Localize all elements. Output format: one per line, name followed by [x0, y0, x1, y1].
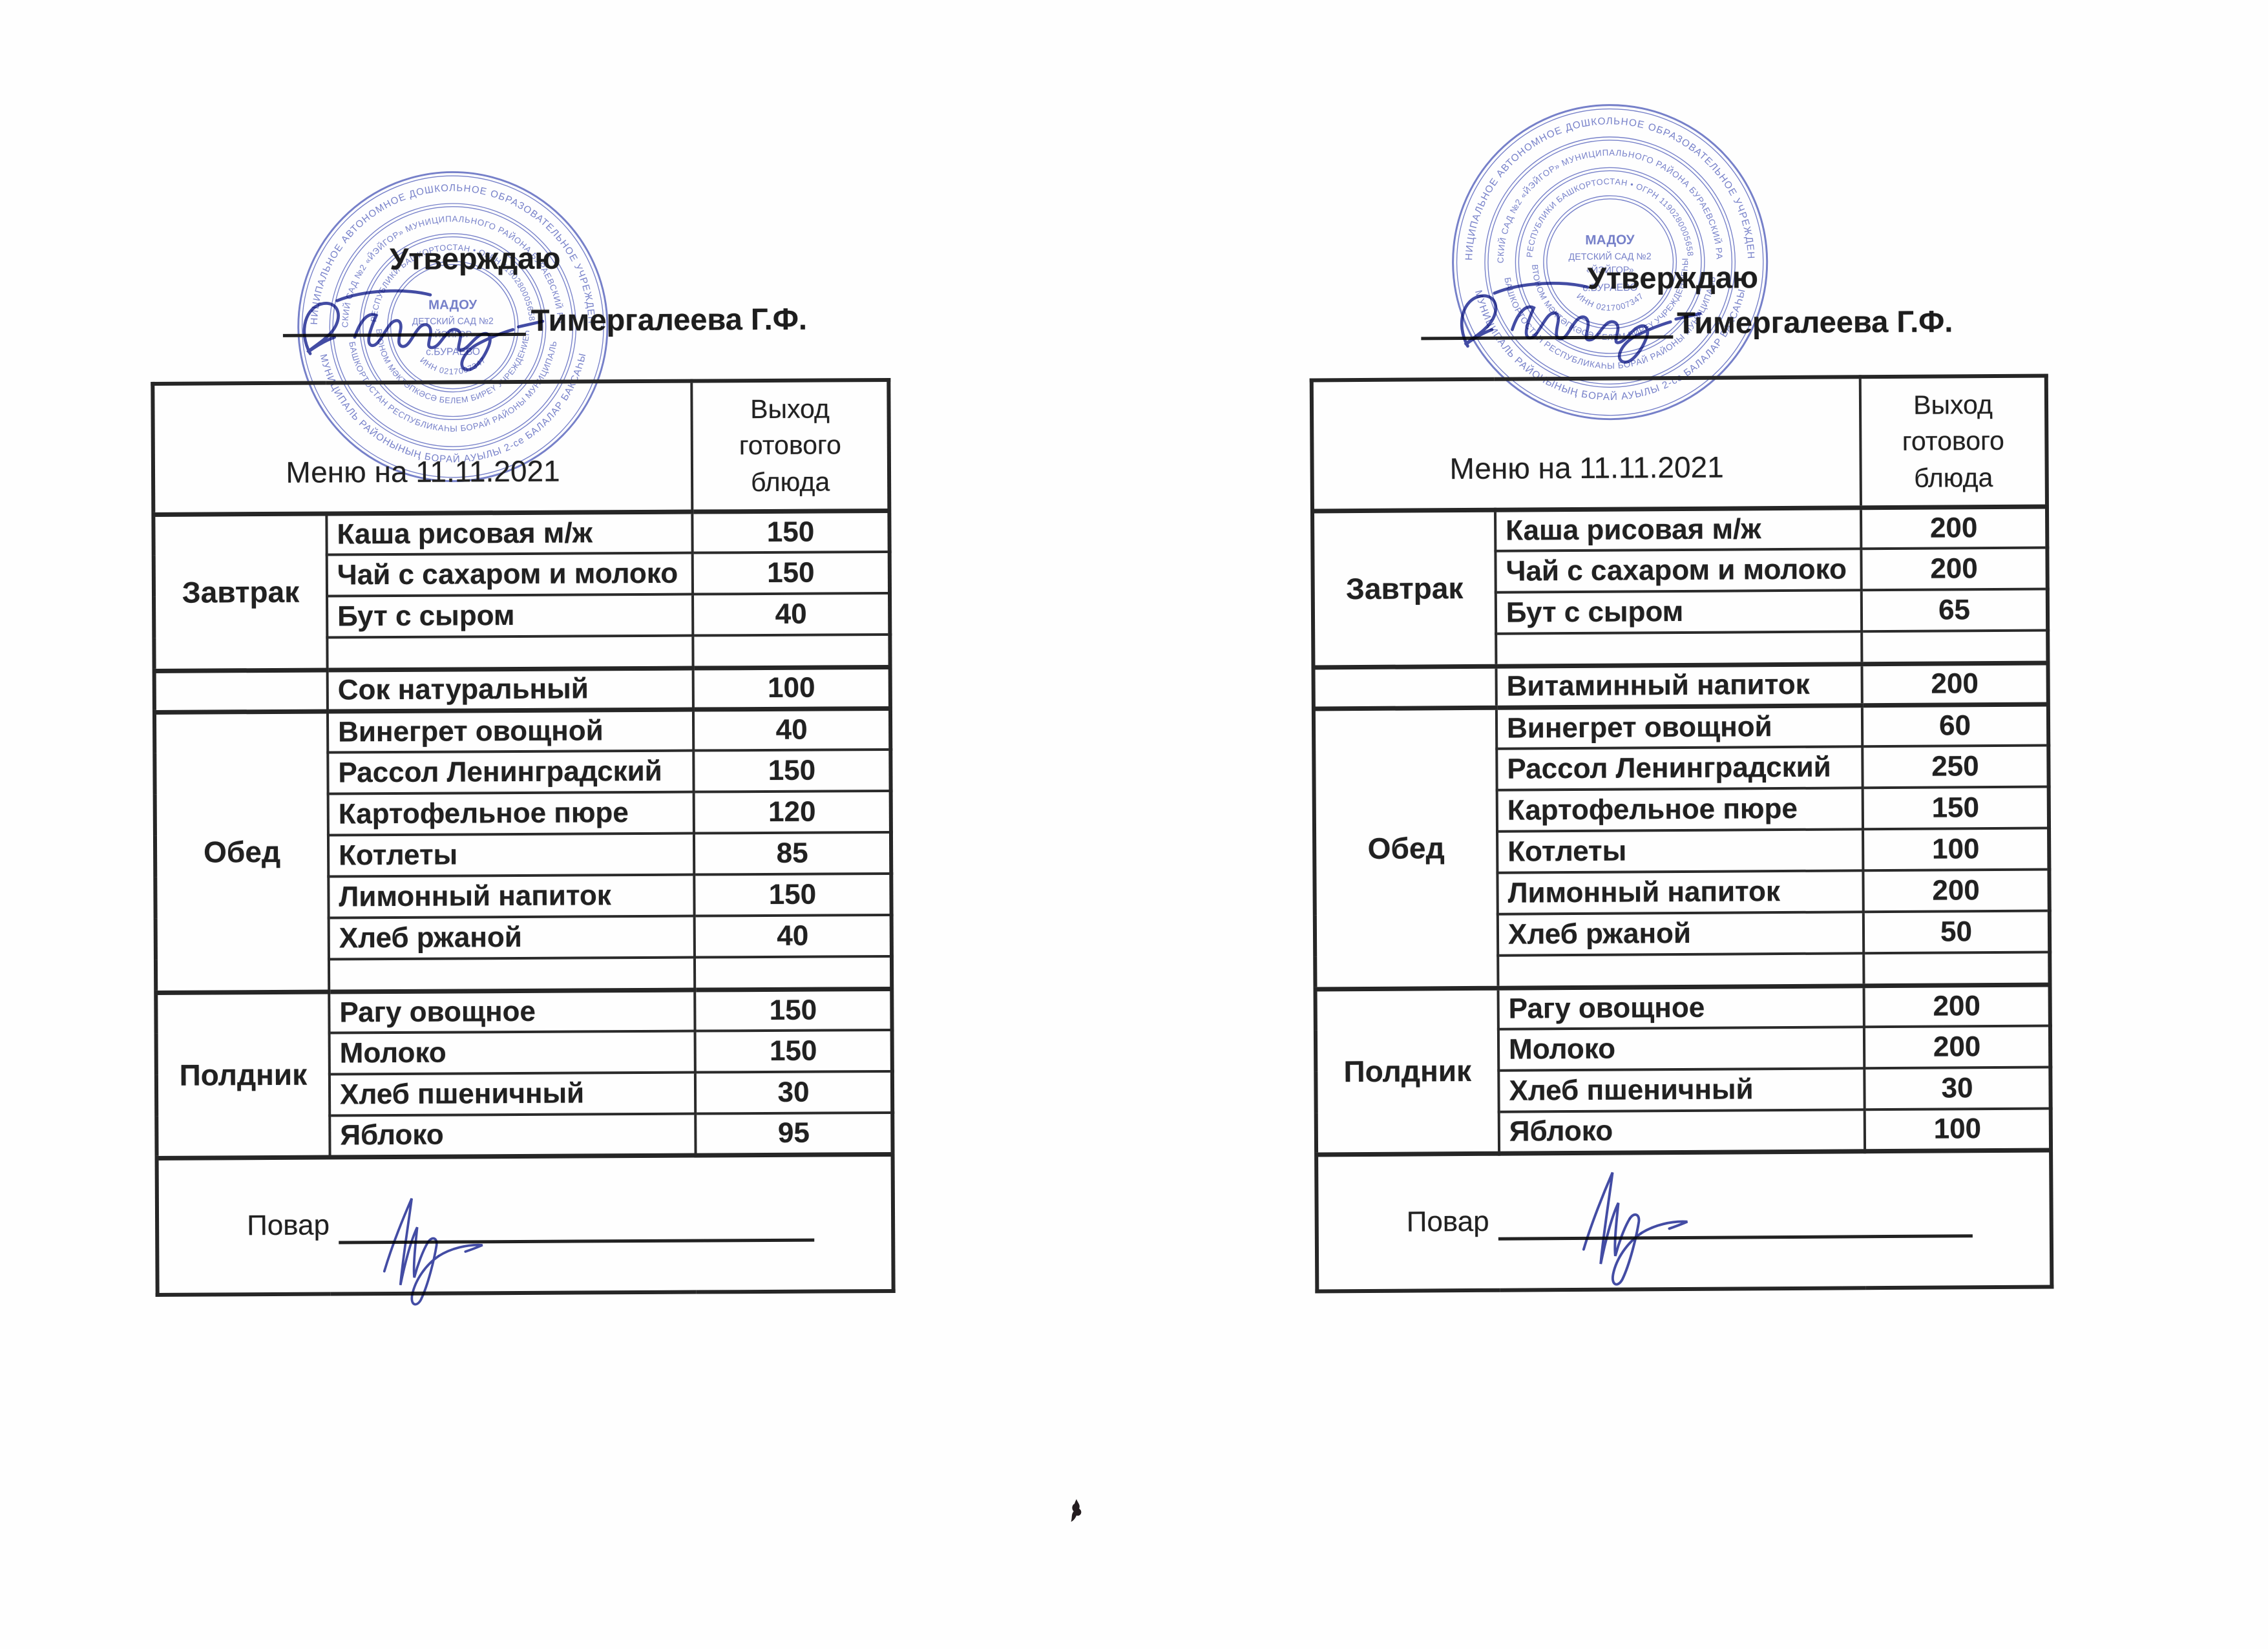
output-value-cell: 200 [1862, 662, 2048, 706]
output-value-cell: 150 [1862, 786, 2050, 830]
dish-cell: Котлеты [1497, 829, 1864, 873]
director-signature [1460, 282, 1702, 364]
output-value-cell: 100 [1864, 1108, 2052, 1151]
stamp-center-text: «ЙЭЙГОР» [430, 328, 477, 339]
output-value-cell: 65 [1861, 589, 2048, 632]
dish-cell: Чай с сахаром и молоко [1495, 549, 1862, 593]
output-header-cell: Выход готового блюда [1860, 375, 2047, 508]
dish-cell: Лимонный напиток [1497, 870, 1864, 914]
stamp-center-text: МАДОУ [1585, 233, 1635, 247]
official-round-stamp: МУНИЦИПАЛЬНОЕ АВТОНОМНОЕ ДОШКОЛЬНОЕ ОБРА… [1449, 101, 1769, 421]
cook-label: Повар [1406, 1206, 1489, 1238]
director-signature [302, 289, 545, 372]
output-value-cell: 200 [1861, 547, 2048, 591]
meal-category-cell: Завтрак [1312, 509, 1496, 667]
dish-cell: Картофельное пюре [1496, 788, 1864, 832]
dish-cell [1496, 631, 1862, 666]
stamp-center-text: МАДОУ [428, 298, 478, 312]
output-value-cell: 200 [1864, 984, 2050, 1027]
meal-category-cell [1313, 666, 1496, 709]
meal-category-cell: Обед [1313, 707, 1498, 989]
output-value-cell: 100 [1863, 828, 2050, 871]
dish-cell [1498, 953, 1864, 988]
output-value-cell [1864, 952, 2050, 986]
output-value-cell: 200 [1864, 1025, 2051, 1069]
dish-cell: Рассол Ленинградский [1496, 746, 1863, 790]
dish-cell: Каша рисовая м/ж [1495, 507, 1862, 551]
output-value-cell: 200 [1863, 869, 2050, 912]
menu-title-cell: Меню на 11.11.2021 [1311, 377, 1861, 511]
dish-cell: Витаминный напиток [1496, 664, 1862, 708]
output-value-cell: 250 [1862, 745, 2049, 788]
dish-cell: Молоко [1498, 1027, 1865, 1071]
output-value-cell: 50 [1863, 910, 2050, 954]
dish-cell: Яблоко [1498, 1109, 1865, 1153]
dish-cell: Бут с сыром [1495, 590, 1862, 634]
dish-cell: Хлеб пшеничный [1498, 1068, 1865, 1112]
stamp-center-text: «ЙЭЙГОР» [1586, 264, 1634, 275]
official-round-stamp: МУНИЦИПАЛЬНОЕ АВТОНОМНОЕ ДОШКОЛЬНОЕ ОБРА… [295, 169, 609, 483]
ink-speck [1071, 1499, 1082, 1522]
cook-signature [383, 1198, 483, 1306]
dish-cell: Рагу овощное [1498, 985, 1864, 1029]
dish-cell: Винегрет овощной [1496, 705, 1863, 749]
stamp-center-text: ДЕТСКИЙ САД №2 [412, 315, 494, 326]
output-value-cell: 30 [1864, 1067, 2051, 1110]
output-value-cell: 200 [1860, 506, 2048, 549]
output-value-cell: 60 [1862, 704, 2049, 747]
cook-signature [1582, 1171, 1688, 1286]
stamp-center-text: с.БУРАЕВО [1582, 282, 1637, 294]
meal-category-cell: Полдник [1315, 987, 1500, 1155]
dish-cell: Хлеб ржаной [1497, 912, 1864, 956]
stamp-center-text: ДЕТСКИЙ САД №2 [1568, 250, 1651, 262]
output-value-cell [1862, 630, 2048, 664]
